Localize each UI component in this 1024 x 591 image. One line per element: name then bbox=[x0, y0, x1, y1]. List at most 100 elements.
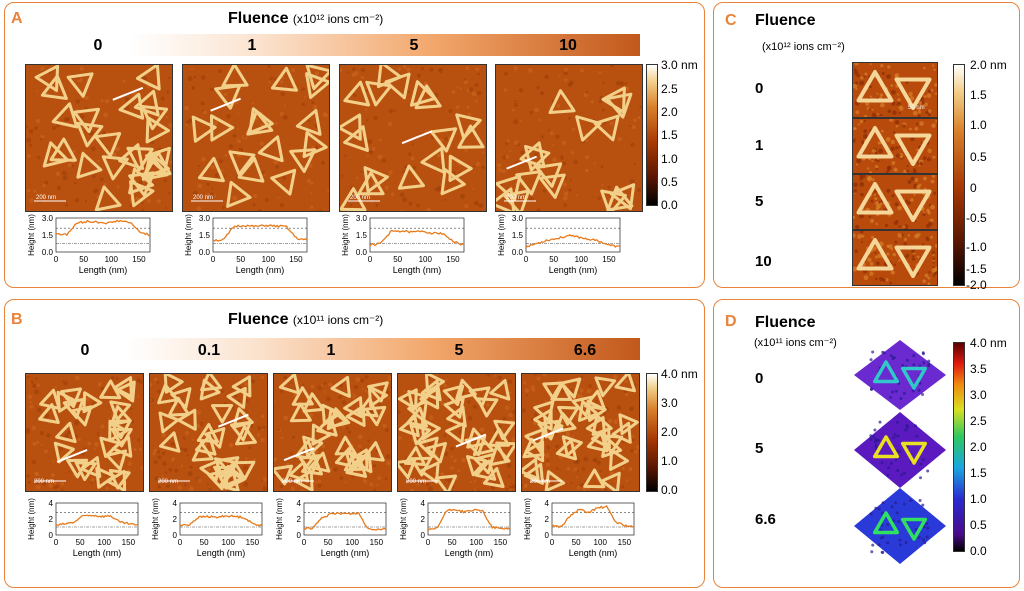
dna-origami-triangle bbox=[468, 386, 491, 408]
dna-origami-triangle bbox=[548, 89, 576, 114]
panel-c-cbar-tick-3: 0.5 bbox=[970, 150, 987, 164]
dna-origami-triangle bbox=[435, 474, 457, 491]
dna-origami-triangle bbox=[321, 403, 342, 426]
dna-origami-triangle bbox=[111, 435, 133, 458]
panel-b-afm-image-4: 200 nm bbox=[521, 373, 640, 492]
profile-ytick: 0.0 bbox=[42, 248, 54, 257]
panel-b-cbar-tick-0: 4.0 nm bbox=[661, 367, 698, 381]
panel-b-profile-3: 4 2 0 0 50 100 150 Length (nm) Height (nm) bbox=[398, 497, 516, 572]
profile-xtick: 0 bbox=[368, 255, 373, 264]
profile-ytick: 4 bbox=[297, 499, 302, 508]
profile-xlabel: Length (nm) bbox=[73, 548, 122, 558]
panel-d-row-1: 5 bbox=[755, 440, 764, 457]
dna-origami-triangle bbox=[270, 168, 297, 196]
dna-origami-triangle bbox=[493, 419, 515, 441]
profile-xtick: 50 bbox=[236, 255, 245, 264]
dna-origami-triangle bbox=[226, 386, 247, 409]
profile-line-marker bbox=[56, 448, 88, 463]
dna-origami-triangle bbox=[289, 402, 312, 423]
profile-ytick: 3.0 bbox=[42, 214, 54, 223]
panel-a-fluence-1: 1 bbox=[247, 37, 257, 54]
dna-origami-triangle bbox=[60, 387, 82, 409]
dna-origami-triangle bbox=[133, 89, 160, 117]
dna-origami-triangle bbox=[523, 462, 545, 485]
profile-xtick: 100 bbox=[419, 255, 433, 264]
profile-ylabel: Height (nm) bbox=[184, 214, 193, 256]
height-profile-trace bbox=[369, 229, 465, 247]
panel-d-cbar-tick-2: 3.0 bbox=[970, 388, 987, 402]
dna-origami-triangle bbox=[455, 378, 477, 400]
dna-origami-triangle bbox=[448, 154, 473, 182]
dna-origami-triangle bbox=[55, 421, 77, 444]
profile-ytick: 3.0 bbox=[199, 214, 211, 223]
panel-c-cbar-tick-8: -2.0 bbox=[966, 278, 987, 292]
profile-ylabel: Height (nm) bbox=[399, 498, 408, 540]
dna-origami-triangle bbox=[94, 132, 122, 158]
profile-xlabel: Length (nm) bbox=[549, 265, 598, 275]
profile-ytick: 0 bbox=[49, 531, 54, 540]
panel-b-fluence-0: 0 bbox=[80, 342, 90, 359]
panel-b-afm-image-3: 200 nm bbox=[397, 373, 516, 492]
panel-b-profile-2: 4 2 0 0 50 100 150 Length (nm) Height (nm) bbox=[274, 497, 392, 572]
panel-c-afm-image-0: 50 nm bbox=[852, 62, 938, 118]
profile-ytick: 1.5 bbox=[512, 231, 524, 240]
dna-origami-triangle-3d bbox=[872, 435, 900, 459]
panel-a-profile-0: 3.0 1.5 0.0 0 50 100 150 Length (nm) Height (nm) bbox=[26, 212, 156, 289]
panel-a-afm-image-1: 200 nm bbox=[182, 64, 330, 212]
panel-c-unit: (x10¹² ions cm⁻²) bbox=[762, 41, 845, 53]
profile-ytick: 2 bbox=[173, 515, 178, 524]
panel-d-cbar-tick-0: 4.0 nm bbox=[970, 336, 1007, 350]
panel-d-cbar-tick-6: 1.0 bbox=[970, 492, 987, 506]
dna-origami-triangle bbox=[144, 151, 172, 176]
panel-d-cbar-tick-7: 0.5 bbox=[970, 518, 987, 532]
profile-ytick: 3.0 bbox=[512, 214, 524, 223]
profile-ytick: 2 bbox=[421, 515, 426, 524]
dna-origami-triangle bbox=[542, 381, 565, 402]
dna-origami-triangle bbox=[420, 146, 446, 174]
dna-origami-triangle bbox=[424, 374, 445, 394]
dna-origami-triangle bbox=[455, 113, 482, 140]
dna-origami-triangle bbox=[605, 92, 633, 119]
dna-origami-triangle bbox=[894, 77, 932, 110]
dna-origami-triangle bbox=[311, 423, 332, 446]
profile-xtick: 100 bbox=[594, 538, 608, 547]
panel-b-fluence-3: 5 bbox=[454, 342, 464, 359]
dna-origami-triangle bbox=[409, 80, 437, 107]
dna-origami-triangle bbox=[221, 65, 249, 88]
profile-ytick: 1.5 bbox=[356, 231, 368, 240]
dna-origami-triangle bbox=[177, 408, 197, 431]
profile-xtick: 100 bbox=[262, 255, 276, 264]
dna-origami-triangle bbox=[425, 441, 447, 464]
dna-origami-triangle bbox=[575, 115, 602, 142]
dna-origami-triangle bbox=[466, 455, 488, 477]
profile-xtick: 100 bbox=[98, 538, 112, 547]
dna-origami-triangle bbox=[524, 144, 551, 172]
dna-origami-triangle bbox=[42, 141, 70, 168]
dna-origami-triangle bbox=[109, 419, 132, 440]
dna-origami-triangle bbox=[334, 435, 357, 456]
panel-d-colorbar bbox=[953, 342, 965, 552]
panel-c-scale: 50 nm bbox=[908, 105, 925, 111]
dna-origami-triangle bbox=[367, 381, 389, 403]
panel-d-title: Fluence bbox=[755, 314, 816, 331]
profile-ylabel: Height (nm) bbox=[275, 498, 284, 540]
dna-origami-triangle bbox=[583, 468, 606, 489]
panel-d-row-0: 0 bbox=[755, 370, 764, 387]
profile-xlabel: Length (nm) bbox=[197, 548, 246, 558]
dna-origami-triangle bbox=[591, 414, 613, 436]
dna-origami-triangle bbox=[488, 445, 511, 467]
dna-origami-triangle bbox=[345, 404, 366, 427]
dna-origami-triangle bbox=[289, 148, 317, 173]
dna-origami-triangle bbox=[196, 423, 219, 443]
dna-origami-triangle bbox=[442, 384, 465, 406]
height-profile-trace bbox=[55, 514, 139, 526]
dna-origami-triangle bbox=[409, 424, 431, 446]
dna-origami-triangle bbox=[80, 456, 102, 478]
dna-origami-triangle bbox=[159, 431, 181, 453]
panel-c bbox=[713, 2, 1020, 288]
dna-origami-triangle bbox=[340, 113, 362, 141]
profile-xtick: 150 bbox=[446, 255, 460, 264]
profile-xtick: 50 bbox=[448, 538, 457, 547]
height-profile-trace bbox=[179, 514, 263, 527]
dna-origami-triangle bbox=[105, 449, 127, 471]
